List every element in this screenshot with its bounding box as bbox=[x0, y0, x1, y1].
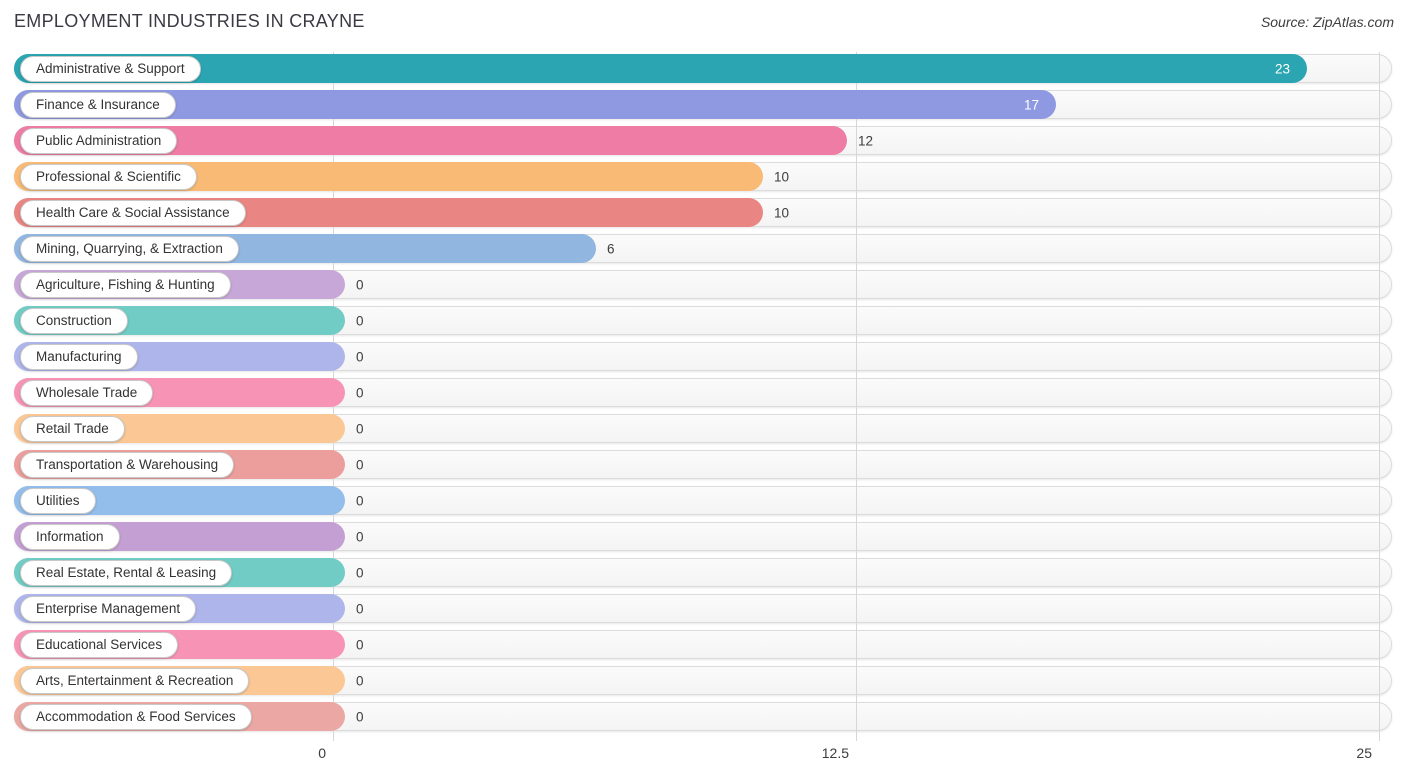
value-label: 23 bbox=[1275, 61, 1291, 76]
bar-row: Manufacturing 0 bbox=[14, 342, 1392, 371]
bar-row: Agriculture, Fishing & Hunting 0 bbox=[14, 270, 1392, 299]
category-label: Wholesale Trade bbox=[20, 379, 154, 406]
bar-row: Enterprise Management 0 bbox=[14, 594, 1392, 623]
chart-header: EMPLOYMENT INDUSTRIES IN CRAYNE Source: … bbox=[0, 0, 1406, 40]
value-label: 0 bbox=[356, 673, 364, 688]
bar-row: Professional & Scientific 10 bbox=[14, 162, 1392, 191]
category-label: Health Care & Social Assistance bbox=[20, 199, 246, 226]
x-axis-tick-label: 0 bbox=[318, 745, 326, 761]
bar-row: Wholesale Trade 0 bbox=[14, 378, 1392, 407]
bar-row: Real Estate, Rental & Leasing 0 bbox=[14, 558, 1392, 587]
category-label: Transportation & Warehousing bbox=[20, 451, 235, 478]
bar-segment[interactable] bbox=[14, 90, 1056, 119]
category-label: Utilities bbox=[20, 487, 96, 514]
chart-title: EMPLOYMENT INDUSTRIES IN CRAYNE bbox=[14, 11, 365, 31]
value-label: 10 bbox=[774, 169, 790, 184]
value-label: 17 bbox=[1024, 97, 1040, 112]
value-label: 0 bbox=[356, 493, 364, 508]
bar-chart: Administrative & Support 23 Finance & Insu… bbox=[14, 52, 1392, 761]
bar-row: Health Care & Social Assistance 10 bbox=[14, 198, 1392, 227]
category-label: Real Estate, Rental & Leasing bbox=[20, 559, 233, 586]
bar-row: Finance & Insurance 17 bbox=[14, 90, 1392, 119]
x-axis: 0 12.5 25 bbox=[14, 741, 1392, 761]
bar-row: Educational Services 0 bbox=[14, 630, 1392, 659]
category-label: Information bbox=[20, 523, 120, 550]
source-attribution: Source: ZipAtlas.com bbox=[1260, 14, 1394, 30]
category-label: Manufacturing bbox=[20, 343, 138, 370]
category-label: Mining, Quarrying, & Extraction bbox=[20, 235, 239, 262]
category-label: Public Administration bbox=[20, 127, 178, 154]
category-label: Arts, Entertainment & Recreation bbox=[20, 667, 250, 694]
value-label: 0 bbox=[356, 457, 364, 472]
gridline-x-25 bbox=[1379, 52, 1380, 741]
category-label: Enterprise Management bbox=[20, 595, 197, 622]
x-axis-tick-label: 25 bbox=[1356, 745, 1372, 761]
gridline-x-12.5 bbox=[856, 52, 857, 741]
value-label: 0 bbox=[356, 385, 364, 400]
bar-rows: Administrative & Support 23 Finance & Insu… bbox=[14, 54, 1392, 738]
category-label: Professional & Scientific bbox=[20, 163, 197, 190]
bar-row: Accommodation & Food Services 0 bbox=[14, 702, 1392, 731]
bar-row: Information 0 bbox=[14, 522, 1392, 551]
value-label: 12 bbox=[858, 133, 874, 148]
category-label: Accommodation & Food Services bbox=[20, 703, 252, 730]
bar-row: Mining, Quarrying, & Extraction 6 bbox=[14, 234, 1392, 263]
bar-row: Retail Trade 0 bbox=[14, 414, 1392, 443]
x-axis-tick-label: 12.5 bbox=[821, 745, 849, 761]
category-label: Agriculture, Fishing & Hunting bbox=[20, 271, 231, 298]
bar-row: Utilities 0 bbox=[14, 486, 1392, 515]
value-label: 0 bbox=[356, 601, 364, 616]
value-label: 0 bbox=[356, 709, 364, 724]
value-label: 0 bbox=[356, 529, 364, 544]
value-label: 0 bbox=[356, 421, 364, 436]
value-label: 0 bbox=[356, 565, 364, 580]
bar-row: Public Administration 12 bbox=[14, 126, 1392, 155]
bar-row: Transportation & Warehousing 0 bbox=[14, 450, 1392, 479]
value-label: 0 bbox=[356, 349, 364, 364]
category-label: Educational Services bbox=[20, 631, 179, 658]
value-label: 0 bbox=[356, 313, 364, 328]
value-label: 0 bbox=[356, 277, 364, 292]
value-label: 6 bbox=[607, 241, 615, 256]
bar-segment[interactable] bbox=[14, 54, 1307, 83]
category-label: Construction bbox=[20, 307, 128, 334]
value-label: 0 bbox=[356, 637, 364, 652]
bar-row: Arts, Entertainment & Recreation 0 bbox=[14, 666, 1392, 695]
category-label: Finance & Insurance bbox=[20, 91, 176, 118]
bar-row: Administrative & Support 23 bbox=[14, 54, 1392, 83]
bar-row: Construction 0 bbox=[14, 306, 1392, 335]
category-label: Administrative & Support bbox=[20, 55, 201, 82]
category-label: Retail Trade bbox=[20, 415, 125, 442]
value-label: 10 bbox=[774, 205, 790, 220]
